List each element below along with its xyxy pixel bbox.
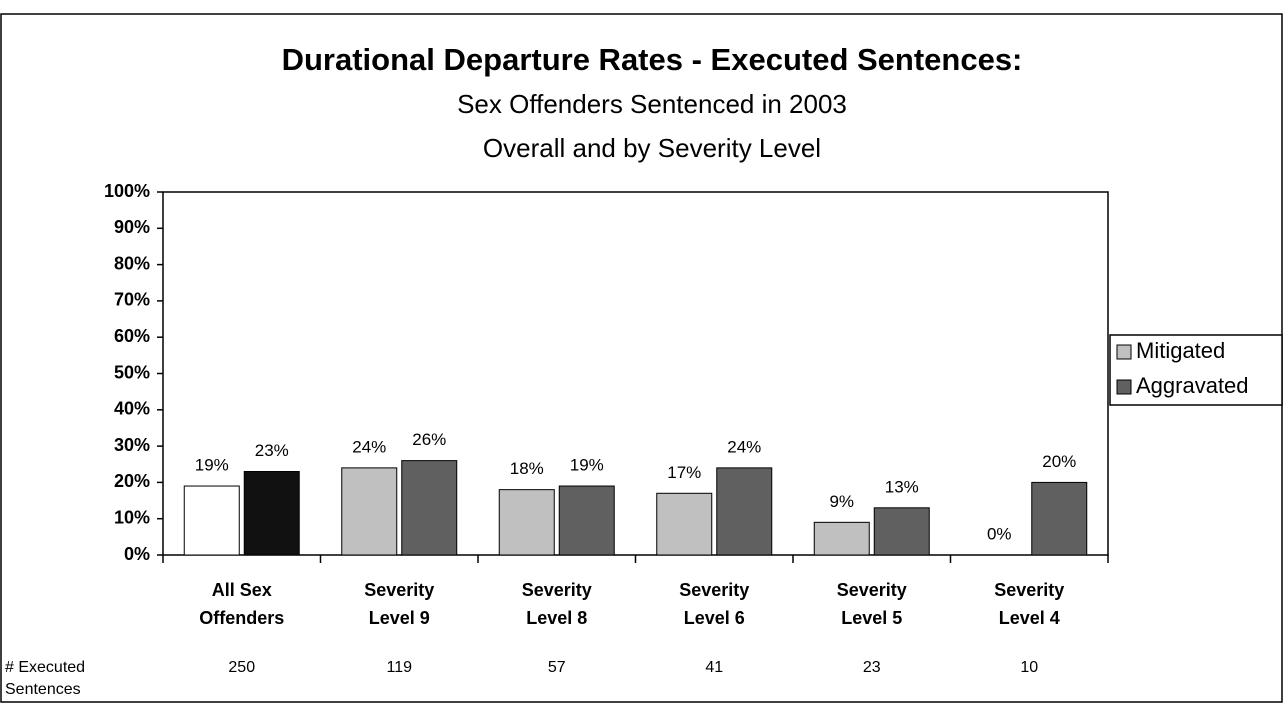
legend-swatch [1116, 379, 1132, 395]
count-label: # Executed [5, 659, 85, 676]
value-label: 20% [1042, 452, 1076, 471]
legend-label: Mitigated [1136, 338, 1225, 363]
bar [1031, 481, 1088, 556]
value-label: 13% [885, 477, 919, 496]
value-label: 18% [510, 459, 544, 478]
bar [401, 460, 458, 556]
chart-subtitle: Overall and by Severity Level [483, 133, 821, 163]
x-tick-label: Severity [994, 580, 1064, 600]
y-tick-label: 90% [114, 217, 150, 237]
y-tick-label: 80% [114, 253, 150, 273]
legend-label: Aggravated [1136, 373, 1249, 398]
bar [873, 507, 930, 556]
value-label: 19% [195, 456, 229, 475]
value-label: 17% [667, 463, 701, 482]
plot-area [162, 191, 1109, 556]
bar [558, 485, 615, 556]
y-tick-label: 20% [114, 471, 150, 491]
x-tick-label: Severity [522, 580, 592, 600]
x-tick-label: Level 9 [369, 608, 430, 628]
x-tick-label: Severity [679, 580, 749, 600]
count: 119 [386, 659, 412, 676]
bar [183, 485, 240, 556]
y-tick-label: 50% [114, 362, 150, 382]
count: 57 [548, 659, 566, 676]
value-label: 0% [987, 524, 1012, 543]
legend-swatch [1116, 344, 1132, 360]
legend-box [1109, 334, 1283, 406]
value-label: 9% [829, 492, 854, 511]
bar [656, 492, 713, 556]
count: 23 [863, 659, 881, 676]
y-tick-label: 0% [124, 544, 150, 564]
chart-subtitle: Sex Offenders Sentenced in 2003 [457, 89, 847, 119]
y-tick-label: 40% [114, 399, 150, 419]
chart-title: Durational Departure Rates - Executed Se… [282, 42, 1023, 77]
x-tick-label: Severity [837, 580, 907, 600]
x-tick-label: All Sex [212, 580, 272, 600]
bar [716, 467, 773, 556]
x-tick-label: Level 6 [684, 608, 745, 628]
y-tick-label: 70% [114, 290, 150, 310]
y-tick-label: 60% [114, 326, 150, 346]
value-label: 23% [255, 441, 289, 460]
value-label: 24% [352, 437, 386, 456]
count: 41 [705, 659, 723, 676]
value-label: 24% [727, 437, 761, 456]
count-label: Sentences [5, 681, 81, 698]
x-tick-label: Offenders [199, 608, 284, 628]
bar [498, 489, 555, 556]
bar [243, 471, 300, 556]
y-tick-label: 100% [104, 181, 150, 201]
bar [341, 467, 398, 556]
y-tick-label: 10% [114, 507, 150, 527]
bar [813, 521, 870, 556]
value-label: 26% [412, 430, 446, 449]
x-tick-label: Level 5 [841, 608, 902, 628]
count: 10 [1020, 659, 1038, 676]
value-label: 19% [570, 456, 604, 475]
count: 250 [228, 659, 255, 676]
x-tick-label: Level 8 [526, 608, 587, 628]
x-tick-label: Level 4 [999, 608, 1060, 628]
y-tick-label: 30% [114, 435, 150, 455]
x-tick-label: Severity [364, 580, 434, 600]
